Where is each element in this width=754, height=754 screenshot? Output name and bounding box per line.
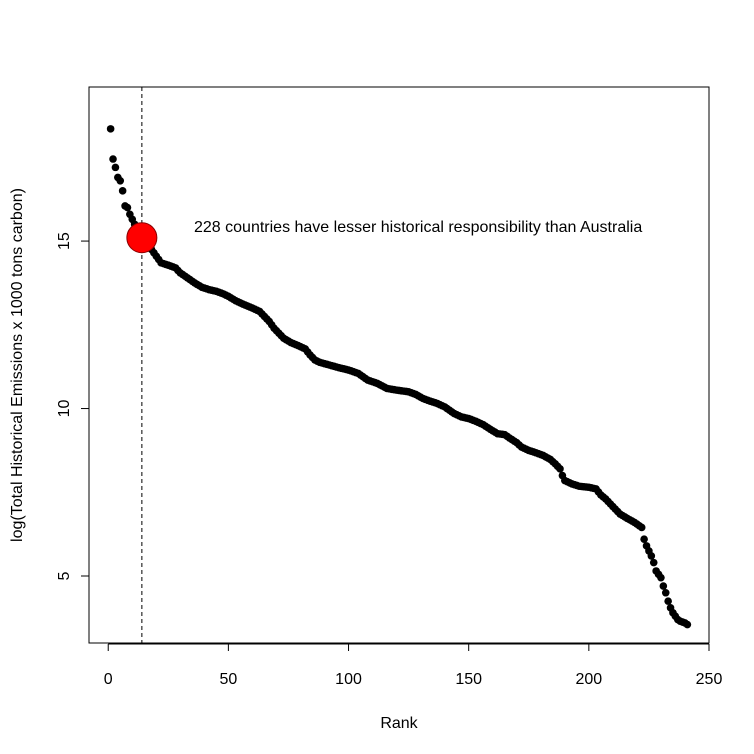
- x-tick-label: 100: [335, 671, 362, 688]
- data-point: [123, 203, 132, 212]
- x-tick-label: 150: [455, 671, 482, 688]
- data-points: [106, 125, 692, 629]
- data-point: [556, 465, 564, 473]
- data-point: [106, 125, 115, 133]
- data-point: [111, 163, 120, 172]
- highlight-group: [126, 87, 158, 643]
- data-point: [116, 176, 125, 185]
- data-point: [649, 558, 658, 567]
- y-axis: 5 10 15: [56, 232, 90, 580]
- data-point: [637, 523, 646, 532]
- y-tick-label: 5: [56, 571, 73, 580]
- data-point: [647, 552, 656, 560]
- data-point: [664, 597, 672, 605]
- data-point: [659, 582, 668, 590]
- annotation-label: 228 countries have lesser historical res…: [194, 219, 642, 236]
- x-tick-label: 250: [696, 671, 723, 688]
- x-axis-title: Rank: [380, 715, 418, 732]
- x-tick-label: 200: [575, 671, 602, 688]
- data-point: [661, 588, 670, 597]
- data-point: [683, 620, 692, 629]
- x-tick-label: 0: [104, 671, 113, 688]
- data-point: [640, 535, 648, 543]
- data-point: [657, 573, 665, 582]
- y-tick-label: 10: [56, 400, 73, 418]
- plot-frame: [88, 86, 710, 644]
- x-axis: 0 50 100 150 200 250: [104, 643, 723, 688]
- data-point: [118, 187, 127, 195]
- x-tick-label: 50: [219, 671, 237, 688]
- highlight-point: [126, 222, 158, 254]
- data-point: [109, 155, 117, 163]
- y-axis-title: log(Total Historical Emissions x 1000 to…: [9, 188, 26, 542]
- y-tick-label: 15: [56, 232, 73, 250]
